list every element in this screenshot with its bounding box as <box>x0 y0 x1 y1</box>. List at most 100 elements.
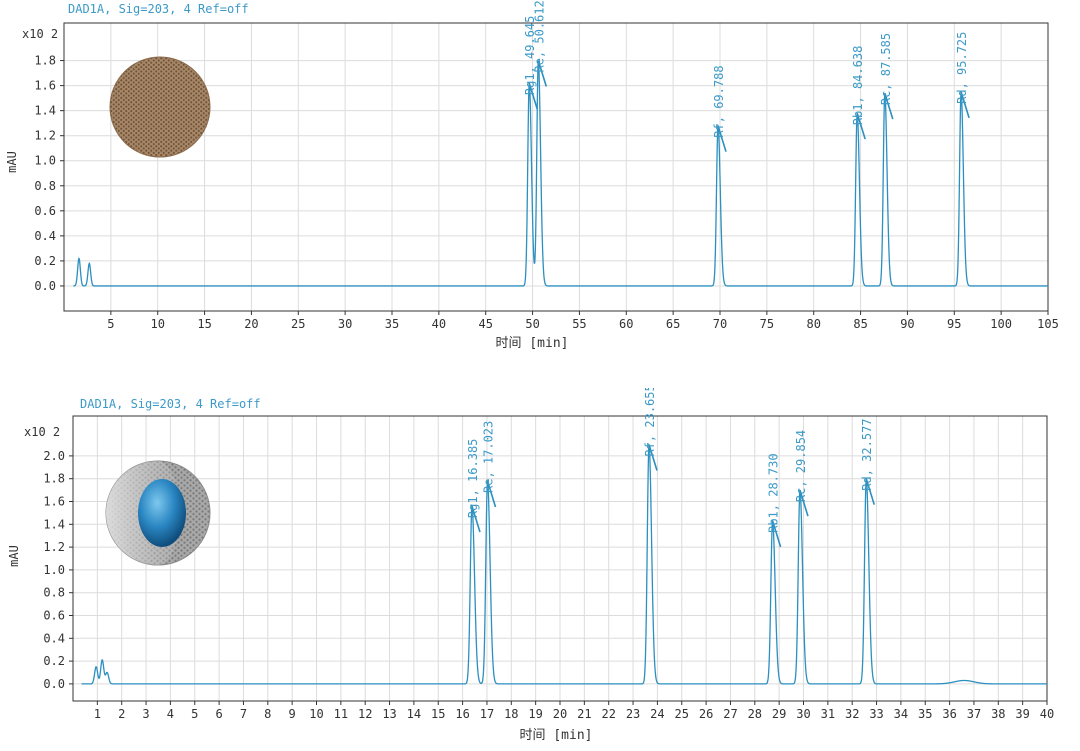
x-tick-label: 31 <box>821 707 835 721</box>
panel-separator <box>0 360 1080 388</box>
x-tick-label: 70 <box>713 317 727 331</box>
x-tick-label: 33 <box>869 707 883 721</box>
x-tick-label: 45 <box>478 317 492 331</box>
x-tick-label: 30 <box>338 317 352 331</box>
peak-marker <box>960 91 970 119</box>
grid <box>64 23 1049 311</box>
x-tick-label: 19 <box>528 707 542 721</box>
x-tick-label: 20 <box>244 317 258 331</box>
y-tick-label: 1.6 <box>34 79 56 93</box>
x-tick-label: 14 <box>407 707 421 721</box>
x-tick-label: 55 <box>572 317 586 331</box>
y-tick-label: 1.2 <box>34 129 56 143</box>
y-tick-label: 0.8 <box>34 179 56 193</box>
x-tick-label: 5 <box>107 317 114 331</box>
x-tick-label: 35 <box>918 707 932 721</box>
x-tick-label: 95 <box>947 317 961 331</box>
y-tick-label: 1.8 <box>34 54 56 68</box>
x-tick-label: 2 <box>118 707 125 721</box>
peak-label: Re, 50.612 <box>532 0 546 72</box>
x-tick-label: 17 <box>480 707 494 721</box>
x-tick-label: 3 <box>142 707 149 721</box>
y-tick-label: 0.0 <box>34 279 56 293</box>
x-tick-label: 27 <box>723 707 737 721</box>
peak-marker <box>648 444 658 471</box>
x-tick-label: 34 <box>894 707 908 721</box>
peak-marker <box>799 489 809 517</box>
peak-label: Rc, 29.854 <box>794 430 808 502</box>
plot-frame <box>72 415 1048 702</box>
peak-labels: Rg1, 16.385 Re, 17.023 Rf, 23.655 Rb1, 28.7… <box>466 384 874 533</box>
x-ticks: 5 10 15 20 25 30 35 40 45 50 55 60 65 70 75 80 85 90 95 100… <box>107 311 1059 331</box>
y-tick-label: 0.6 <box>34 204 56 218</box>
y-tick-label: 1.4 <box>43 517 65 531</box>
x-tick-label: 25 <box>675 707 689 721</box>
x-tick-label: 50 <box>525 317 539 331</box>
x-tick-label: 105 <box>1037 317 1059 331</box>
x-tick-label: 28 <box>748 707 762 721</box>
peak-marker <box>717 125 727 152</box>
y-tick-label: 1.2 <box>43 540 65 554</box>
peak-marker <box>771 520 782 548</box>
peak-marker <box>865 478 876 505</box>
y-axis-label: mAU <box>7 545 21 567</box>
x-tick-label: 75 <box>760 317 774 331</box>
chromatogram-top-svg: DAD1A, Sig=203, 4 Ref=off x10 2 mAU 时间 [… <box>5 0 1059 351</box>
x-tick-label: 22 <box>601 707 615 721</box>
x-tick-label: 6 <box>215 707 222 721</box>
peak-label: Rg1, 16.385 <box>466 439 480 518</box>
peak-label: Rc, 87.585 <box>879 33 893 105</box>
x-tick-label: 65 <box>666 317 680 331</box>
x-tick-label: 35 <box>385 317 399 331</box>
x-tick-label: 29 <box>772 707 786 721</box>
y-tick-label: 0.4 <box>34 229 56 243</box>
x-tick-label: 20 <box>553 707 567 721</box>
y-ticks: 0.0 0.2 0.4 0.6 0.8 1.0 1.2 1.4 1.6 1.8 2.0 <box>43 449 73 691</box>
x-tick-label: 40 <box>1040 707 1054 721</box>
x-tick-label: 40 <box>432 317 446 331</box>
x-tick-label: 25 <box>291 317 305 331</box>
x-tick-label: 5 <box>191 707 198 721</box>
x-tick-label: 30 <box>796 707 810 721</box>
peak-label: Rf, 23.655 <box>643 388 657 457</box>
peak-label: Rb1, 28.730 <box>767 453 781 532</box>
y-tick-label: 1.0 <box>34 154 56 168</box>
y-tick-label: 0.4 <box>43 631 65 645</box>
x-tick-label: 37 <box>967 707 981 721</box>
peak-marker <box>528 82 539 110</box>
chromatogram-trace <box>81 442 1047 685</box>
chromatogram-bottom: DAD1A, Sig=203, 4 Ref=off x10 2 mAU 时间 [… <box>0 384 1080 747</box>
core-shell-particle-icon <box>105 460 211 566</box>
x-tick-label: 38 <box>991 707 1005 721</box>
x-tick-label: 16 <box>455 707 469 721</box>
chromatogram-trace <box>73 60 1048 287</box>
y-tick-label: 0.0 <box>43 677 65 691</box>
solid-particle-icon <box>109 56 211 158</box>
x-tick-label: 39 <box>1015 707 1029 721</box>
x-axis-label: 时间 [min] <box>520 728 593 743</box>
x-tick-label: 24 <box>650 707 664 721</box>
plot-border <box>63 22 1049 312</box>
x-tick-label: 8 <box>264 707 271 721</box>
chromatogram-top: DAD1A, Sig=203, 4 Ref=off x10 2 mAU 时间 [… <box>0 0 1080 360</box>
peak-label: Re, 17.023 <box>482 421 496 493</box>
plot-border <box>72 415 1048 702</box>
peak-marker <box>471 505 481 533</box>
y-axis-label: mAU <box>5 151 19 173</box>
y-multiplier: x10 2 <box>22 27 58 41</box>
x-tick-label: 80 <box>806 317 820 331</box>
y-tick-label: 1.0 <box>43 563 65 577</box>
peak-label: Rg1, 49.645 <box>523 16 537 95</box>
x-tick-label: 9 <box>289 707 296 721</box>
x-axis-label: 时间 [min] <box>496 336 569 351</box>
x-tick-label: 90 <box>900 317 914 331</box>
peak-marker <box>537 60 548 87</box>
x-ticks: 1 2 3 4 5 6 7 8 9 10 11 12 13 14 15 16 17 18 19 20 21 22 23 24 2… <box>94 701 1054 721</box>
x-tick-label: 12 <box>358 707 372 721</box>
peak-label: Rb1, 84.638 <box>851 46 865 125</box>
x-tick-label: 21 <box>577 707 591 721</box>
peak-marker <box>884 92 894 120</box>
x-tick-label: 15 <box>431 707 445 721</box>
y-multiplier: x10 2 <box>24 425 60 439</box>
